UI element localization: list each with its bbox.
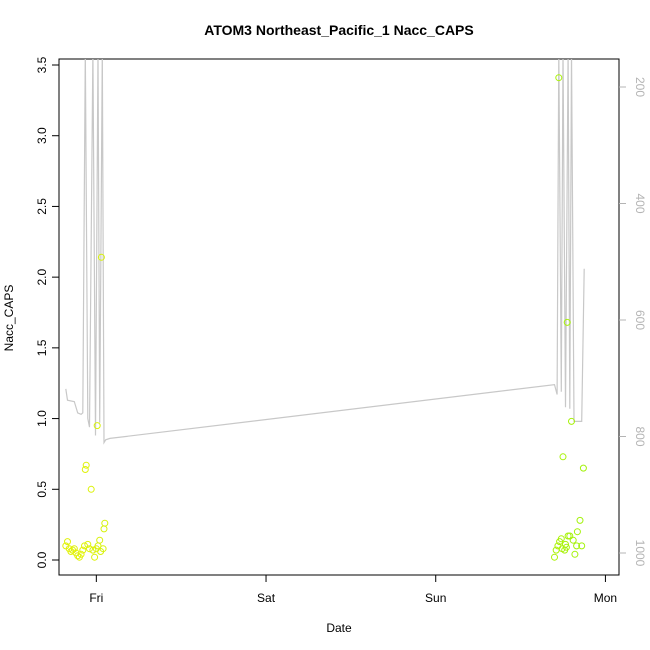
y-tick-label: 3.0 bbox=[35, 127, 49, 144]
y-tick-label: 2.0 bbox=[35, 268, 49, 285]
y-tick-label: 1.0 bbox=[35, 410, 49, 427]
series-line bbox=[65, 59, 585, 445]
data-point bbox=[97, 253, 105, 261]
data-point bbox=[70, 545, 78, 553]
data-point bbox=[86, 545, 93, 553]
data-point bbox=[101, 519, 109, 527]
plot-frame bbox=[58, 58, 620, 576]
data-point bbox=[573, 528, 581, 536]
y-tick-label: 3.5 bbox=[35, 56, 49, 73]
data-point bbox=[578, 542, 586, 550]
x-tick-label: Sat bbox=[257, 591, 276, 605]
data-point bbox=[64, 538, 71, 546]
data-point bbox=[82, 461, 90, 469]
data-point bbox=[87, 485, 95, 493]
data-point bbox=[84, 540, 92, 548]
data-point bbox=[579, 464, 587, 472]
data-point bbox=[89, 546, 97, 554]
data-point bbox=[563, 318, 571, 326]
data-point bbox=[568, 417, 575, 425]
data-point bbox=[555, 74, 563, 82]
data-point bbox=[576, 516, 584, 524]
x-tick-label: Sun bbox=[425, 591, 446, 605]
data-point bbox=[551, 553, 558, 561]
x-tick-label: Mon bbox=[594, 591, 617, 605]
y2-tick-label: 600 bbox=[633, 310, 647, 330]
data-point bbox=[559, 453, 567, 461]
y2-tick-label: 1000 bbox=[633, 540, 647, 567]
y-tick-label: 1.5 bbox=[35, 339, 49, 356]
y-tick-label: 0.5 bbox=[35, 481, 49, 498]
data-point bbox=[79, 546, 87, 554]
data-point bbox=[566, 532, 574, 540]
data-point bbox=[569, 536, 577, 544]
data-point bbox=[573, 542, 581, 550]
data-point bbox=[562, 543, 570, 551]
x-tick-label: Fri bbox=[89, 591, 103, 605]
data-point bbox=[96, 536, 104, 544]
y-tick-label: 0.0 bbox=[35, 551, 49, 568]
data-point bbox=[557, 535, 565, 543]
data-point bbox=[77, 550, 85, 558]
y-axis-label: Nacc_CAPS bbox=[2, 285, 16, 352]
y2-tick-label: 200 bbox=[633, 77, 647, 97]
y2-tick-label: 400 bbox=[633, 193, 647, 213]
y-tick-label: 2.5 bbox=[35, 198, 49, 215]
data-point bbox=[99, 545, 107, 553]
chart-title: ATOM3 Northeast_Pacific_1 Nacc_CAPS bbox=[204, 22, 473, 38]
data-point bbox=[81, 466, 89, 473]
data-point bbox=[562, 540, 569, 548]
x-axis-label: Date bbox=[326, 621, 352, 635]
data-point bbox=[91, 553, 99, 561]
data-point bbox=[74, 552, 82, 560]
axes: Fri Sat Sun Mon 0.0 0.5 1.0 1.5 2.0 2.5 3.0 3.5 200 4… bbox=[35, 56, 647, 605]
y2-tick-label: 800 bbox=[633, 426, 647, 446]
data-point bbox=[571, 550, 579, 558]
data-point bbox=[93, 422, 101, 430]
plot-area bbox=[62, 59, 587, 561]
data-point bbox=[100, 525, 108, 533]
